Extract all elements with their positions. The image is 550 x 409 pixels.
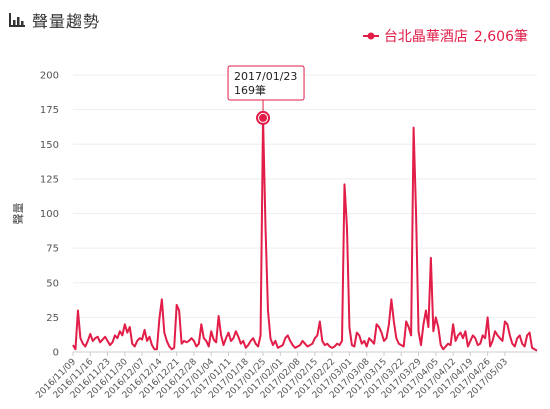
- y-tick-label: 75: [46, 244, 59, 255]
- series-group: [72, 110, 538, 352]
- legend-series-total: 2,606筆: [473, 29, 528, 45]
- y-tick-label: 200: [40, 71, 59, 82]
- y-tick-label: 125: [40, 174, 59, 185]
- y-tick-label: 0: [53, 348, 59, 359]
- y-tick-label: 100: [40, 209, 59, 220]
- legend[interactable]: 台北晶華酒店 2,606筆: [362, 26, 528, 46]
- page-title: 聲量趨勢: [32, 12, 101, 31]
- y-tick-label: 175: [40, 105, 59, 116]
- bar-chart-icon: [9, 13, 25, 27]
- x-axis-ticks: 2016/11/092016/11/162016/11/232016/11/30…: [34, 352, 510, 401]
- y-tick-label: 25: [46, 313, 59, 324]
- y-tick-label: 150: [40, 140, 59, 151]
- tooltip-value: 169筆: [234, 83, 266, 97]
- tooltip-box: [227, 65, 305, 101]
- legend-swatch: [362, 32, 379, 40]
- legend-series-name: 台北晶華酒店: [383, 29, 468, 45]
- y-axis-ticks: 0 25 50 75 100 125 150 175 200: [40, 71, 59, 359]
- series-line: [72, 116, 538, 352]
- tooltip-date: 2017/01/23: [234, 70, 297, 83]
- y-tick-label: 50: [46, 278, 59, 289]
- grid-lines: [73, 74, 537, 353]
- tooltip: 2017/01/23 169筆: [227, 65, 305, 111]
- highlight-point[interactable]: [259, 113, 268, 122]
- y-axis-label: 聲量: [11, 203, 25, 225]
- chart-header: 聲量趨勢: [8, 8, 100, 32]
